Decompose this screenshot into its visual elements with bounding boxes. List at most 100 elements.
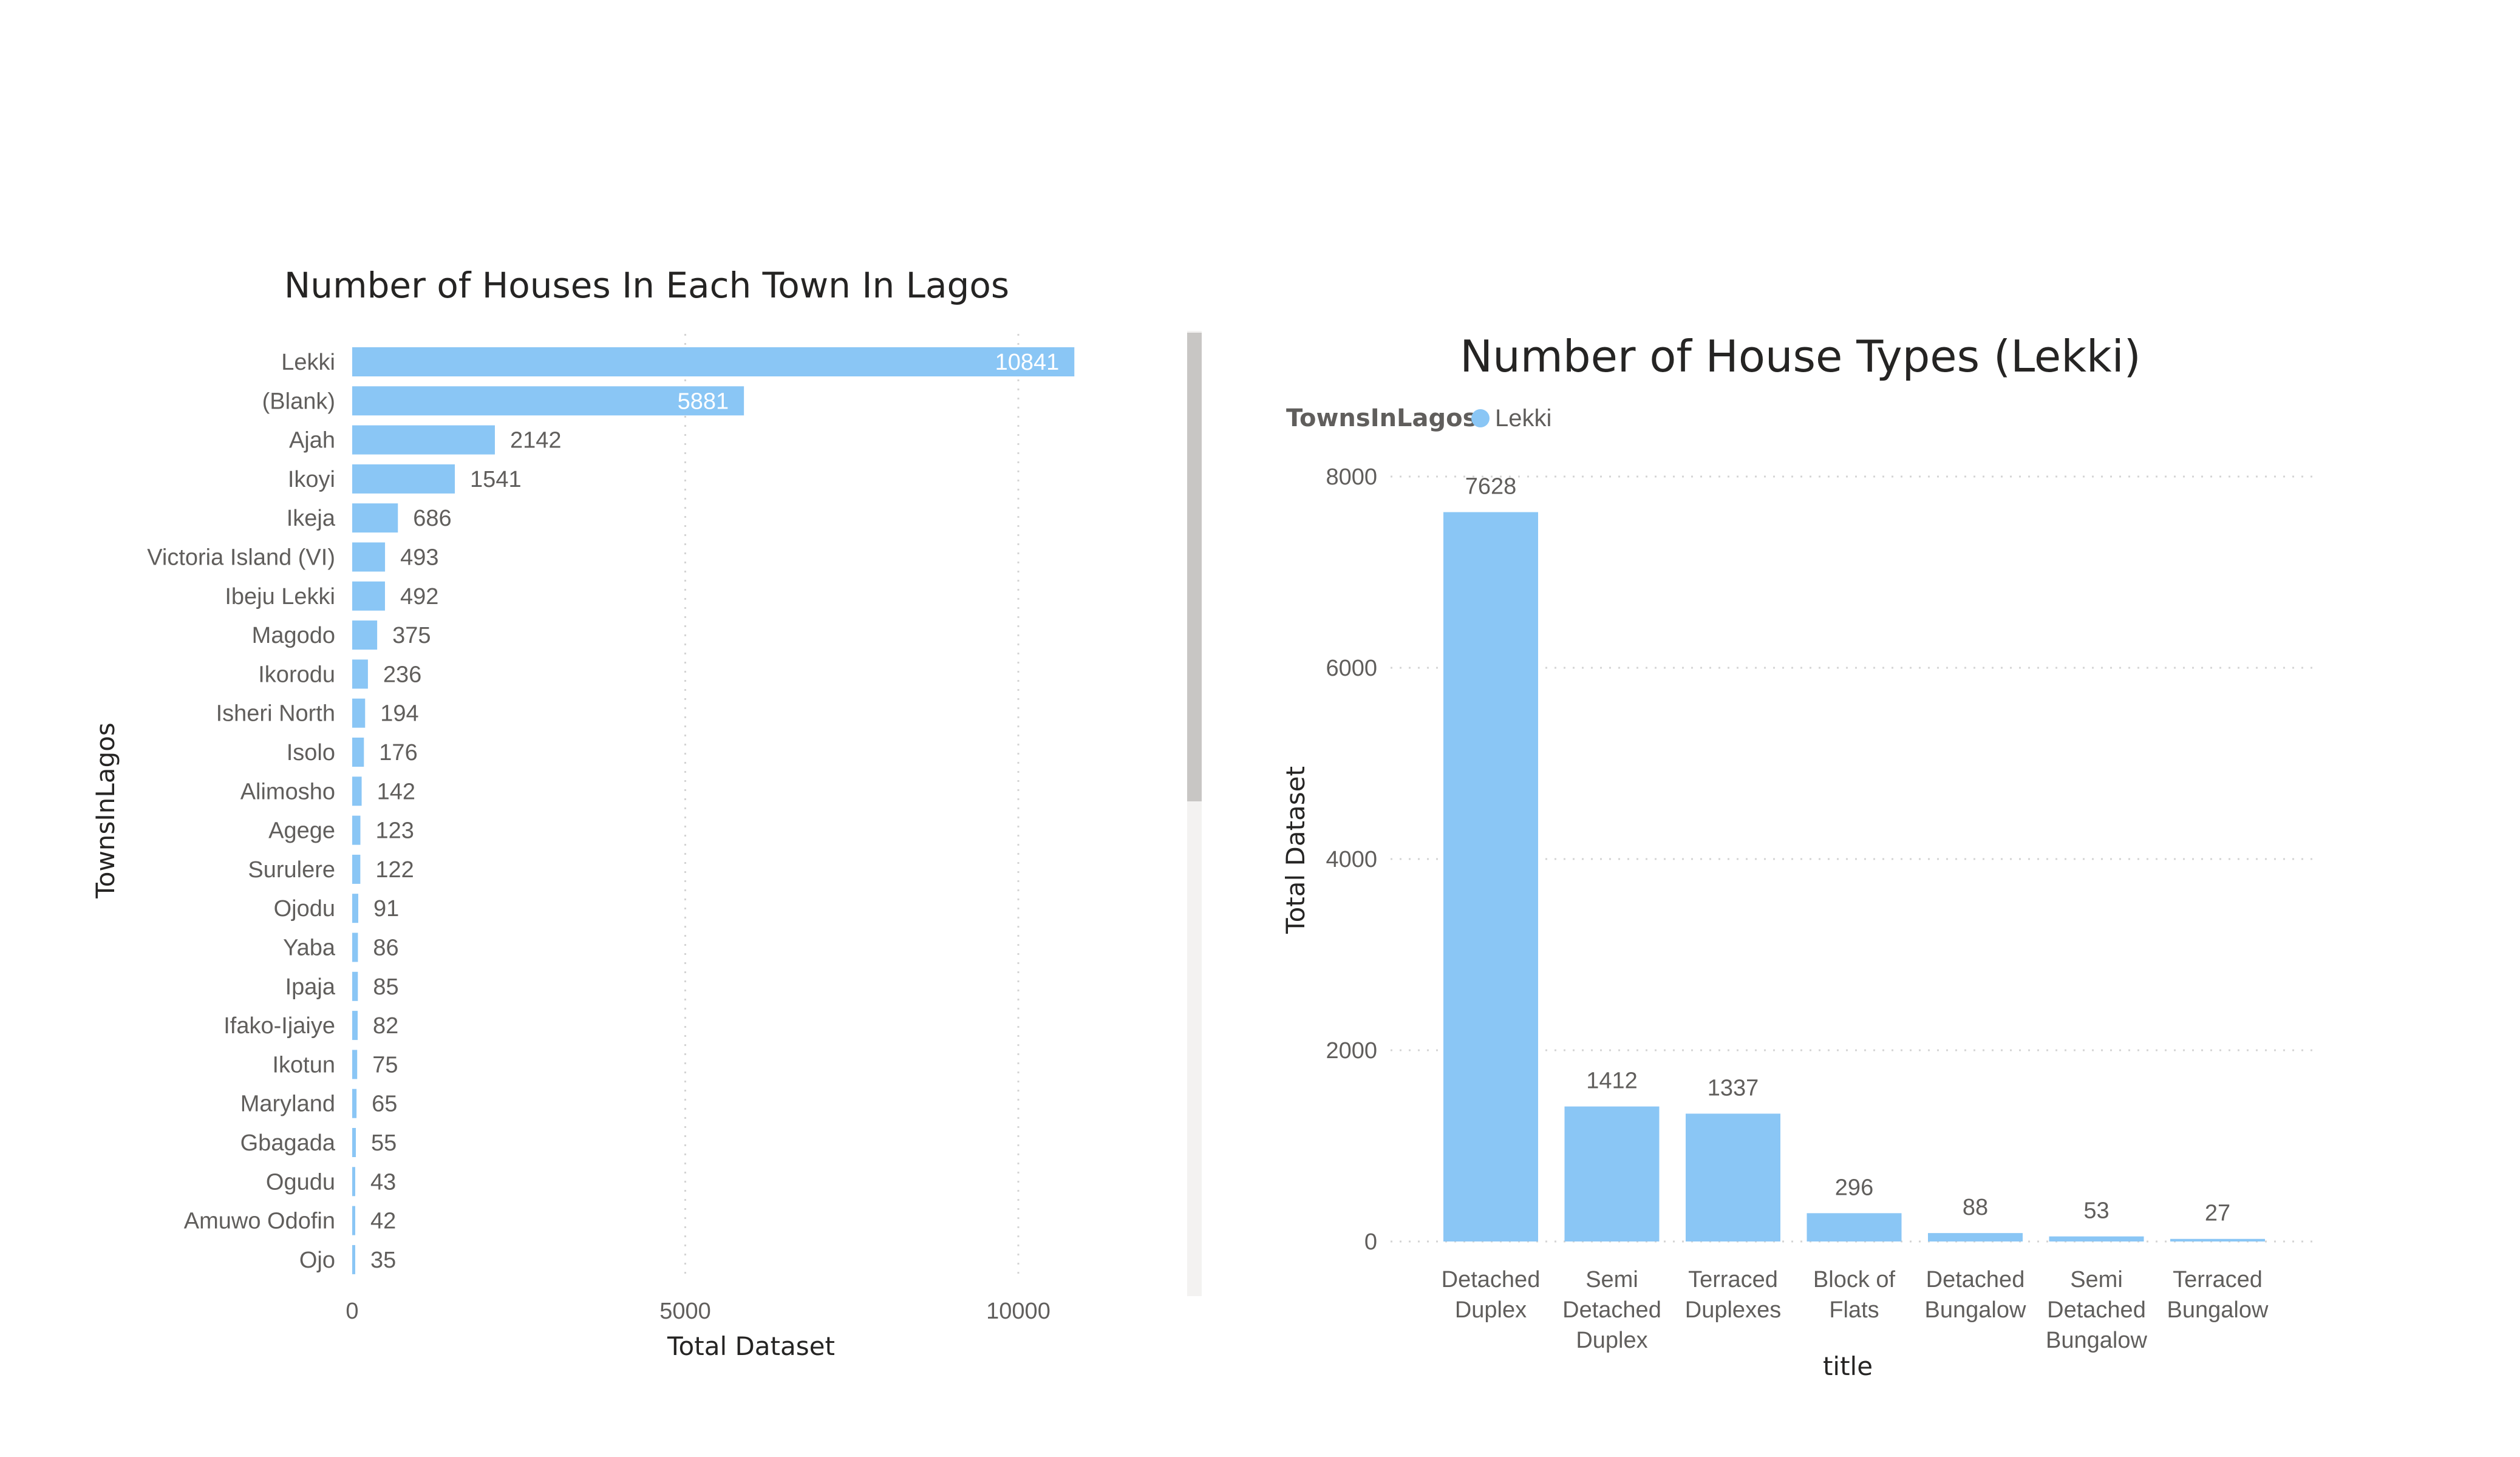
towns-category-label: Gbagada bbox=[240, 1130, 336, 1156]
towns-bar[interactable] bbox=[352, 581, 385, 611]
towns-bar-chart: Number of Houses In Each Town In Lagos T… bbox=[0, 0, 1214, 1457]
house-types-data-label: 7628 bbox=[1465, 474, 1517, 500]
towns-data-label: 86 bbox=[373, 936, 398, 961]
house-types-category-label: Semi Detached Duplex bbox=[1562, 1267, 1661, 1353]
towns-category-label: Isolo bbox=[287, 740, 335, 766]
house-types-category-label: Terraced Bungalow bbox=[2167, 1267, 2269, 1323]
towns-data-label: 10841 bbox=[995, 350, 1060, 375]
towns-data-label: 65 bbox=[372, 1092, 397, 1117]
house-types-y-tick-label: 2000 bbox=[1326, 1038, 1377, 1064]
towns-data-label: 82 bbox=[373, 1013, 398, 1039]
towns-data-label: 122 bbox=[375, 857, 414, 883]
towns-data-label: 142 bbox=[377, 779, 415, 804]
towns-bar[interactable] bbox=[352, 1089, 357, 1118]
towns-category-label: Amuwo Odofin bbox=[184, 1209, 335, 1234]
house-types-x-axis-title: title bbox=[1823, 1351, 1873, 1381]
house-types-chart-svg: Number of House Types (Lekki) TownsInLag… bbox=[1281, 331, 2320, 1381]
towns-data-label: 123 bbox=[375, 818, 414, 844]
house-types-bar[interactable] bbox=[2170, 1238, 2265, 1241]
house-types-bar[interactable] bbox=[1443, 512, 1538, 1241]
towns-bar[interactable] bbox=[352, 1128, 356, 1157]
towns-bar[interactable] bbox=[352, 815, 361, 845]
towns-bar[interactable] bbox=[352, 1206, 355, 1235]
house-types-bar[interactable] bbox=[2049, 1236, 2144, 1241]
legend-title: TownsInLagos bbox=[1286, 404, 1477, 432]
towns-data-label: 686 bbox=[413, 506, 451, 531]
towns-bar[interactable] bbox=[352, 738, 364, 767]
house-types-data-label: 296 bbox=[1835, 1175, 1873, 1200]
towns-bar[interactable] bbox=[352, 1245, 355, 1274]
towns-bar[interactable] bbox=[352, 1011, 358, 1041]
towns-category-label: Ikeja bbox=[287, 506, 336, 531]
house-types-bar[interactable] bbox=[1564, 1106, 1660, 1241]
house-types-bar[interactable] bbox=[1807, 1213, 1902, 1241]
towns-bar[interactable] bbox=[352, 425, 495, 455]
towns-category-label: Magodo bbox=[252, 623, 335, 648]
towns-x-tick-label: 5000 bbox=[659, 1299, 711, 1324]
towns-bar[interactable] bbox=[352, 659, 368, 689]
towns-data-label: 1541 bbox=[470, 467, 522, 492]
house-types-category-label: Detached Bungalow bbox=[1925, 1267, 2026, 1323]
towns-bar[interactable] bbox=[352, 620, 378, 650]
towns-bar[interactable] bbox=[352, 347, 1075, 376]
house-types-category-label: Detached Duplex bbox=[1442, 1267, 1541, 1323]
towns-category-label: Surulere bbox=[248, 857, 335, 883]
towns-bar[interactable] bbox=[352, 698, 366, 728]
towns-bar[interactable] bbox=[352, 894, 358, 923]
house-types-y-axis-title: Total Dataset bbox=[1281, 766, 1310, 934]
towns-data-label: 176 bbox=[379, 740, 417, 766]
house-types-data-label: 1337 bbox=[1708, 1075, 1759, 1101]
towns-category-label: Ogudu bbox=[266, 1169, 335, 1195]
towns-bar[interactable] bbox=[352, 386, 744, 416]
towns-category-label: (Blank) bbox=[262, 389, 335, 414]
towns-data-label: 75 bbox=[372, 1052, 398, 1078]
towns-bar[interactable] bbox=[352, 776, 362, 806]
towns-bar[interactable] bbox=[352, 542, 386, 572]
towns-category-label: Ajah bbox=[289, 428, 335, 453]
towns-chart-title: Number of Houses In Each Town In Lagos bbox=[284, 265, 1009, 306]
towns-data-label: 55 bbox=[371, 1130, 397, 1156]
towns-data-label: 493 bbox=[400, 545, 438, 571]
house-types-bar[interactable] bbox=[1928, 1233, 2023, 1241]
towns-data-label: 2142 bbox=[510, 428, 562, 453]
house-types-category-label: Block of Flats bbox=[1813, 1267, 1896, 1323]
towns-y-axis-title: TownsInLagos bbox=[90, 722, 120, 898]
towns-category-label: Ikorodu bbox=[258, 662, 335, 687]
house-types-y-tick-label: 8000 bbox=[1326, 464, 1377, 490]
house-types-data-label: 27 bbox=[2205, 1201, 2230, 1226]
towns-bar[interactable] bbox=[352, 971, 358, 1001]
towns-data-label: 5881 bbox=[678, 389, 729, 414]
towns-data-label: 236 bbox=[383, 662, 421, 687]
legend-marker-lekki bbox=[1471, 409, 1490, 427]
house-types-y-tick-label: 0 bbox=[1364, 1229, 1377, 1255]
legend-item-lekki[interactable]: Lekki bbox=[1495, 405, 1551, 432]
towns-bar[interactable] bbox=[352, 503, 398, 533]
house-types-data-label: 53 bbox=[2083, 1198, 2109, 1224]
towns-bar[interactable] bbox=[352, 464, 455, 494]
towns-bar[interactable] bbox=[352, 1050, 358, 1079]
towns-data-label: 91 bbox=[373, 896, 399, 922]
house-types-y-tick-label: 6000 bbox=[1326, 656, 1377, 681]
towns-data-label: 375 bbox=[392, 623, 431, 648]
towns-category-label: Agege bbox=[268, 818, 335, 844]
towns-data-label: 35 bbox=[370, 1248, 396, 1273]
towns-x-axis-title: Total Dataset bbox=[667, 1331, 835, 1361]
towns-category-label: Ifako-Ijaiye bbox=[223, 1013, 335, 1039]
towns-data-label: 492 bbox=[400, 584, 438, 610]
house-types-bar[interactable] bbox=[1686, 1113, 1780, 1241]
towns-category-label: Ipaja bbox=[285, 974, 336, 1000]
towns-category-label: Alimosho bbox=[240, 779, 335, 804]
towns-bar[interactable] bbox=[352, 1167, 355, 1197]
towns-category-label: Victoria Island (VI) bbox=[147, 545, 335, 571]
towns-bar[interactable] bbox=[352, 932, 358, 962]
house-types-data-label: 1412 bbox=[1586, 1068, 1638, 1094]
towns-category-label: Ikotun bbox=[272, 1052, 335, 1078]
towns-data-label: 42 bbox=[370, 1209, 396, 1234]
towns-bar[interactable] bbox=[352, 854, 361, 884]
towns-chart-svg: Number of Houses In Each Town In Lagos T… bbox=[90, 265, 1202, 1361]
scrollbar-thumb[interactable] bbox=[1187, 333, 1202, 801]
house-types-category-label: Terraced Duplexes bbox=[1685, 1267, 1781, 1323]
towns-category-label: Ojodu bbox=[274, 896, 335, 922]
towns-category-label: Ibeju Lekki bbox=[225, 584, 335, 610]
towns-x-tick-label: 10000 bbox=[986, 1299, 1051, 1324]
